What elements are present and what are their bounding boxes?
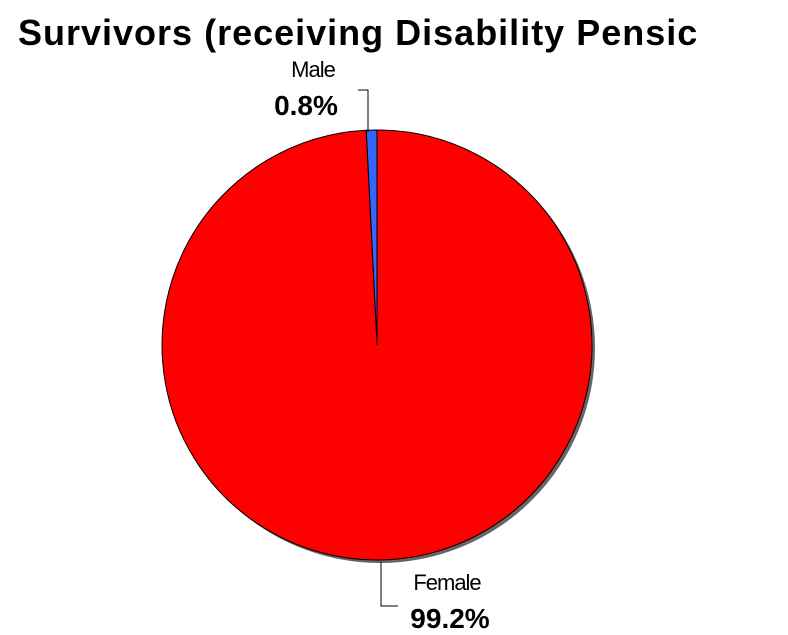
pie-leaders [358, 89, 398, 607]
slice-label-female: Female [413, 570, 481, 595]
leader-line-female [380, 562, 398, 607]
slice-value-female: 99.2% [410, 603, 489, 634]
leader-line-male [358, 89, 369, 133]
slice-value-male: 0.8% [274, 90, 338, 121]
chart-title: Survivors (receiving Disability Pensic [18, 12, 699, 53]
pie-slices [161, 129, 593, 561]
slice-label-male: Male [291, 57, 335, 82]
pie-labels: Male 0.8% Female 99.2% [274, 57, 490, 634]
pie-slice-female [161, 129, 593, 561]
